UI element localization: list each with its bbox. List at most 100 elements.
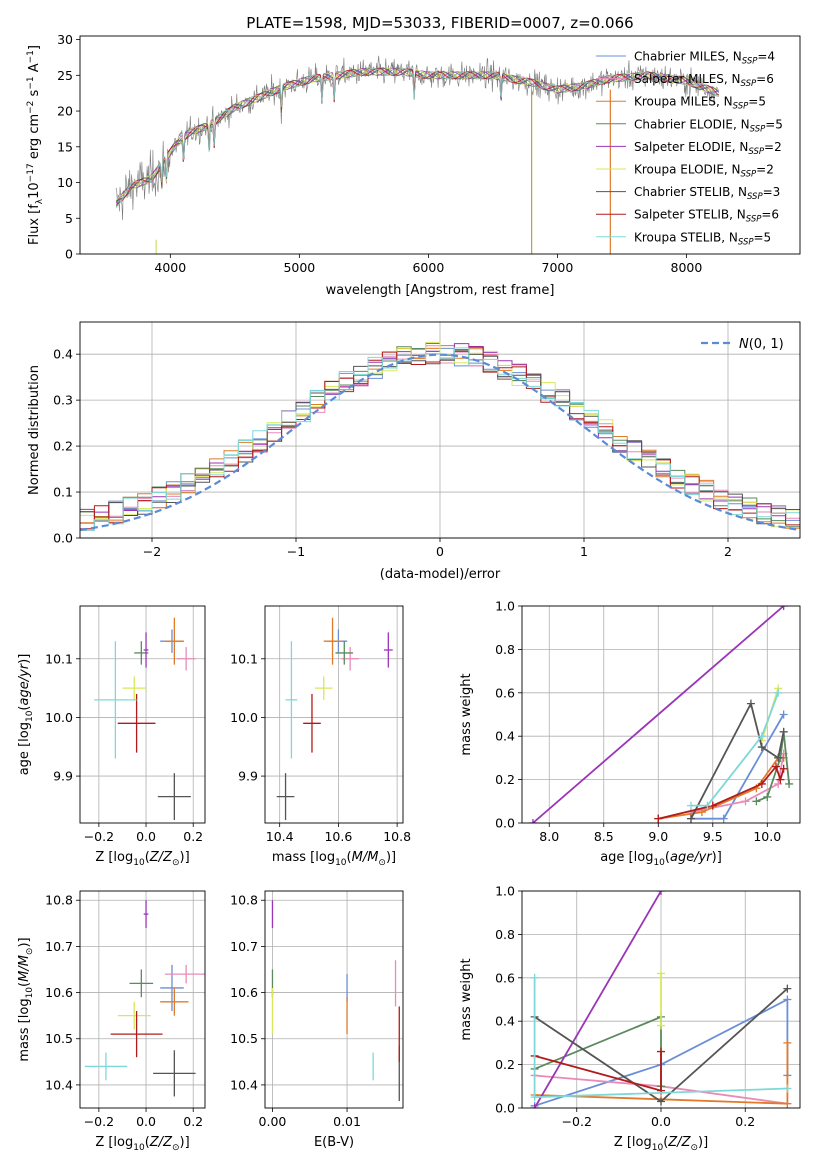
plot-area bbox=[84, 900, 205, 1097]
weight-point-marker bbox=[657, 1021, 665, 1030]
label-part: )] bbox=[698, 1135, 708, 1150]
label-part: SSP bbox=[741, 79, 757, 89]
y-tick-label: 0.2 bbox=[53, 439, 73, 454]
y-axis-label: mass weight bbox=[459, 673, 474, 755]
weight-line-salpeter-elodie bbox=[532, 606, 785, 823]
y-axis-label: Flux [fλ10−17 erg cm−2 s−1 A−1] bbox=[26, 45, 45, 245]
weight-point-marker bbox=[657, 1097, 665, 1106]
mass-z-panel: −0.2 0.0 0.210.410.510.610.710.8Z [log10(Z… bbox=[17, 890, 206, 1153]
weight-line-salpeter-elodie bbox=[533, 891, 662, 1108]
label-part: ( bbox=[665, 850, 670, 865]
weight-point-marker bbox=[779, 710, 788, 719]
model-line-kroupa-elodie bbox=[115, 67, 719, 201]
weight-point-marker bbox=[686, 801, 695, 810]
weight-age-panel: 8.0 8.5 9.0 9.5 10.0 0.0 0.2 0.4 0.6 0.8 1.0 age [l… bbox=[459, 599, 801, 868]
y-tick-label: 10.4 bbox=[45, 1077, 73, 1092]
model-line-salpeter-stelib bbox=[115, 67, 719, 205]
label-part: 10 bbox=[133, 858, 145, 868]
label-part: =5 bbox=[754, 230, 772, 244]
y-tick-label: 10.8 bbox=[45, 893, 73, 908]
plot-area bbox=[94, 617, 196, 821]
label-part: (0, 1) bbox=[749, 337, 784, 352]
label-part: Z/Z bbox=[149, 1135, 173, 1150]
label-part: ( bbox=[145, 850, 150, 865]
y-tick-label: 10.6 bbox=[230, 985, 258, 1000]
weight-point-marker bbox=[776, 775, 785, 784]
x-tick-label: 9.0 bbox=[648, 829, 668, 844]
label-part: mass [log bbox=[17, 998, 32, 1061]
y-tick-label: 0.8 bbox=[495, 927, 515, 942]
x-axis-label: Z [log10(Z/Z⊙)] bbox=[95, 1135, 189, 1153]
y-tick-label: 5 bbox=[65, 211, 73, 226]
weight-line-chabrier-stelib bbox=[690, 701, 785, 820]
label-part: =5 bbox=[765, 117, 783, 131]
y-tick-label: 30 bbox=[57, 32, 73, 47]
axes-frame bbox=[521, 605, 801, 824]
label-part: 10 bbox=[335, 858, 347, 868]
y-tick-label: 0.0 bbox=[53, 531, 73, 546]
y-tick-label: 10.5 bbox=[230, 1031, 258, 1046]
x-tick-label: 8000 bbox=[671, 260, 703, 275]
label-part: Z [log bbox=[95, 850, 133, 865]
label-part: =5 bbox=[748, 95, 766, 109]
x-axis-label: E(B-V) bbox=[314, 1135, 354, 1150]
weight-point-marker bbox=[783, 1084, 792, 1093]
label-part: SSP bbox=[750, 124, 766, 134]
label-part: Chabrier ELODIE, N bbox=[634, 117, 750, 131]
y-tick-label: 10.4 bbox=[230, 1077, 258, 1092]
weight-line-chabrier-miles bbox=[534, 998, 789, 1107]
x-tick-label: −0.2 bbox=[84, 1114, 114, 1129]
spectrum-panel: 4000 5000 6000 7000 8000 0 5 10 15 20 25 30 waveleng… bbox=[26, 32, 801, 298]
weight-point-marker bbox=[772, 762, 781, 771]
label-part: 10 bbox=[652, 1143, 664, 1153]
x-tick-label: 7000 bbox=[542, 260, 574, 275]
x-tick-label: 4000 bbox=[154, 260, 186, 275]
x-axis-label: age [log10(age/yr)] bbox=[600, 850, 722, 868]
model-line-chabrier-elodie bbox=[115, 67, 719, 207]
label-part: age [log bbox=[17, 722, 32, 775]
weight-point-marker bbox=[779, 764, 788, 773]
y-tick-label: 0.8 bbox=[495, 642, 515, 657]
model-line-salpeter-miles bbox=[115, 67, 719, 206]
y-tick-label: 9.9 bbox=[53, 769, 73, 784]
label-part: Z [log bbox=[614, 1135, 652, 1150]
label-part: Salpeter STELIB, N bbox=[634, 208, 746, 222]
weight-line-salpeter-stelib bbox=[658, 764, 785, 820]
weight-point-marker bbox=[774, 753, 783, 762]
plot-area bbox=[115, 55, 720, 254]
figure-title: PLATE=1598, MJD=53033, FIBERID=0007, z=0… bbox=[246, 14, 633, 32]
y-tick-label: 0.4 bbox=[495, 1014, 515, 1029]
y-tick-label: 10 bbox=[57, 175, 73, 190]
axes-frame bbox=[264, 890, 404, 1109]
model-line-chabrier-miles bbox=[115, 67, 720, 203]
y-tick-label: 25 bbox=[57, 68, 73, 83]
label-part: M/M bbox=[17, 955, 32, 982]
x-tick-label: −1 bbox=[287, 544, 305, 559]
label-part: Z/Z bbox=[667, 1135, 691, 1150]
x-tick-label: 9.5 bbox=[703, 829, 723, 844]
y-tick-label: 10.6 bbox=[45, 985, 73, 1000]
label-part: Kroupa MILES, N bbox=[634, 95, 733, 109]
x-tick-label: 10.0 bbox=[753, 829, 781, 844]
weight-point-marker bbox=[530, 1093, 539, 1102]
x-tick-label: 10.8 bbox=[383, 829, 411, 844]
x-tick-label: 0.0 bbox=[651, 1114, 671, 1129]
y-tick-label: 10.1 bbox=[45, 651, 73, 666]
label-part: Z/Z bbox=[149, 850, 173, 865]
label-part: SSP bbox=[748, 147, 764, 157]
y-tick-label: 9.9 bbox=[238, 769, 258, 784]
label-part: ⊙ bbox=[172, 858, 180, 868]
weight-point-marker bbox=[530, 1104, 539, 1108]
label-part: SSP bbox=[741, 170, 757, 180]
mass-ebv-panel: 0.00 0.01 10.4 10.5 10.6 10.7 10.8 E(B-V) bbox=[230, 890, 404, 1150]
weight-point-marker bbox=[783, 995, 792, 1004]
legend-entry: Chabrier STELIB, NSSP=3 bbox=[634, 185, 780, 202]
label-part: ] bbox=[27, 45, 42, 50]
y-axis-label: Normed distribution bbox=[27, 365, 42, 495]
y-axis-label: mass [log10(M/M⊙)] bbox=[17, 937, 35, 1061]
legend-entry: Chabrier ELODIE, NSSP=5 bbox=[634, 117, 783, 134]
weight-point-marker bbox=[752, 797, 761, 806]
label-part: SSP bbox=[747, 192, 763, 202]
x-tick-label: 0.2 bbox=[735, 1114, 755, 1129]
